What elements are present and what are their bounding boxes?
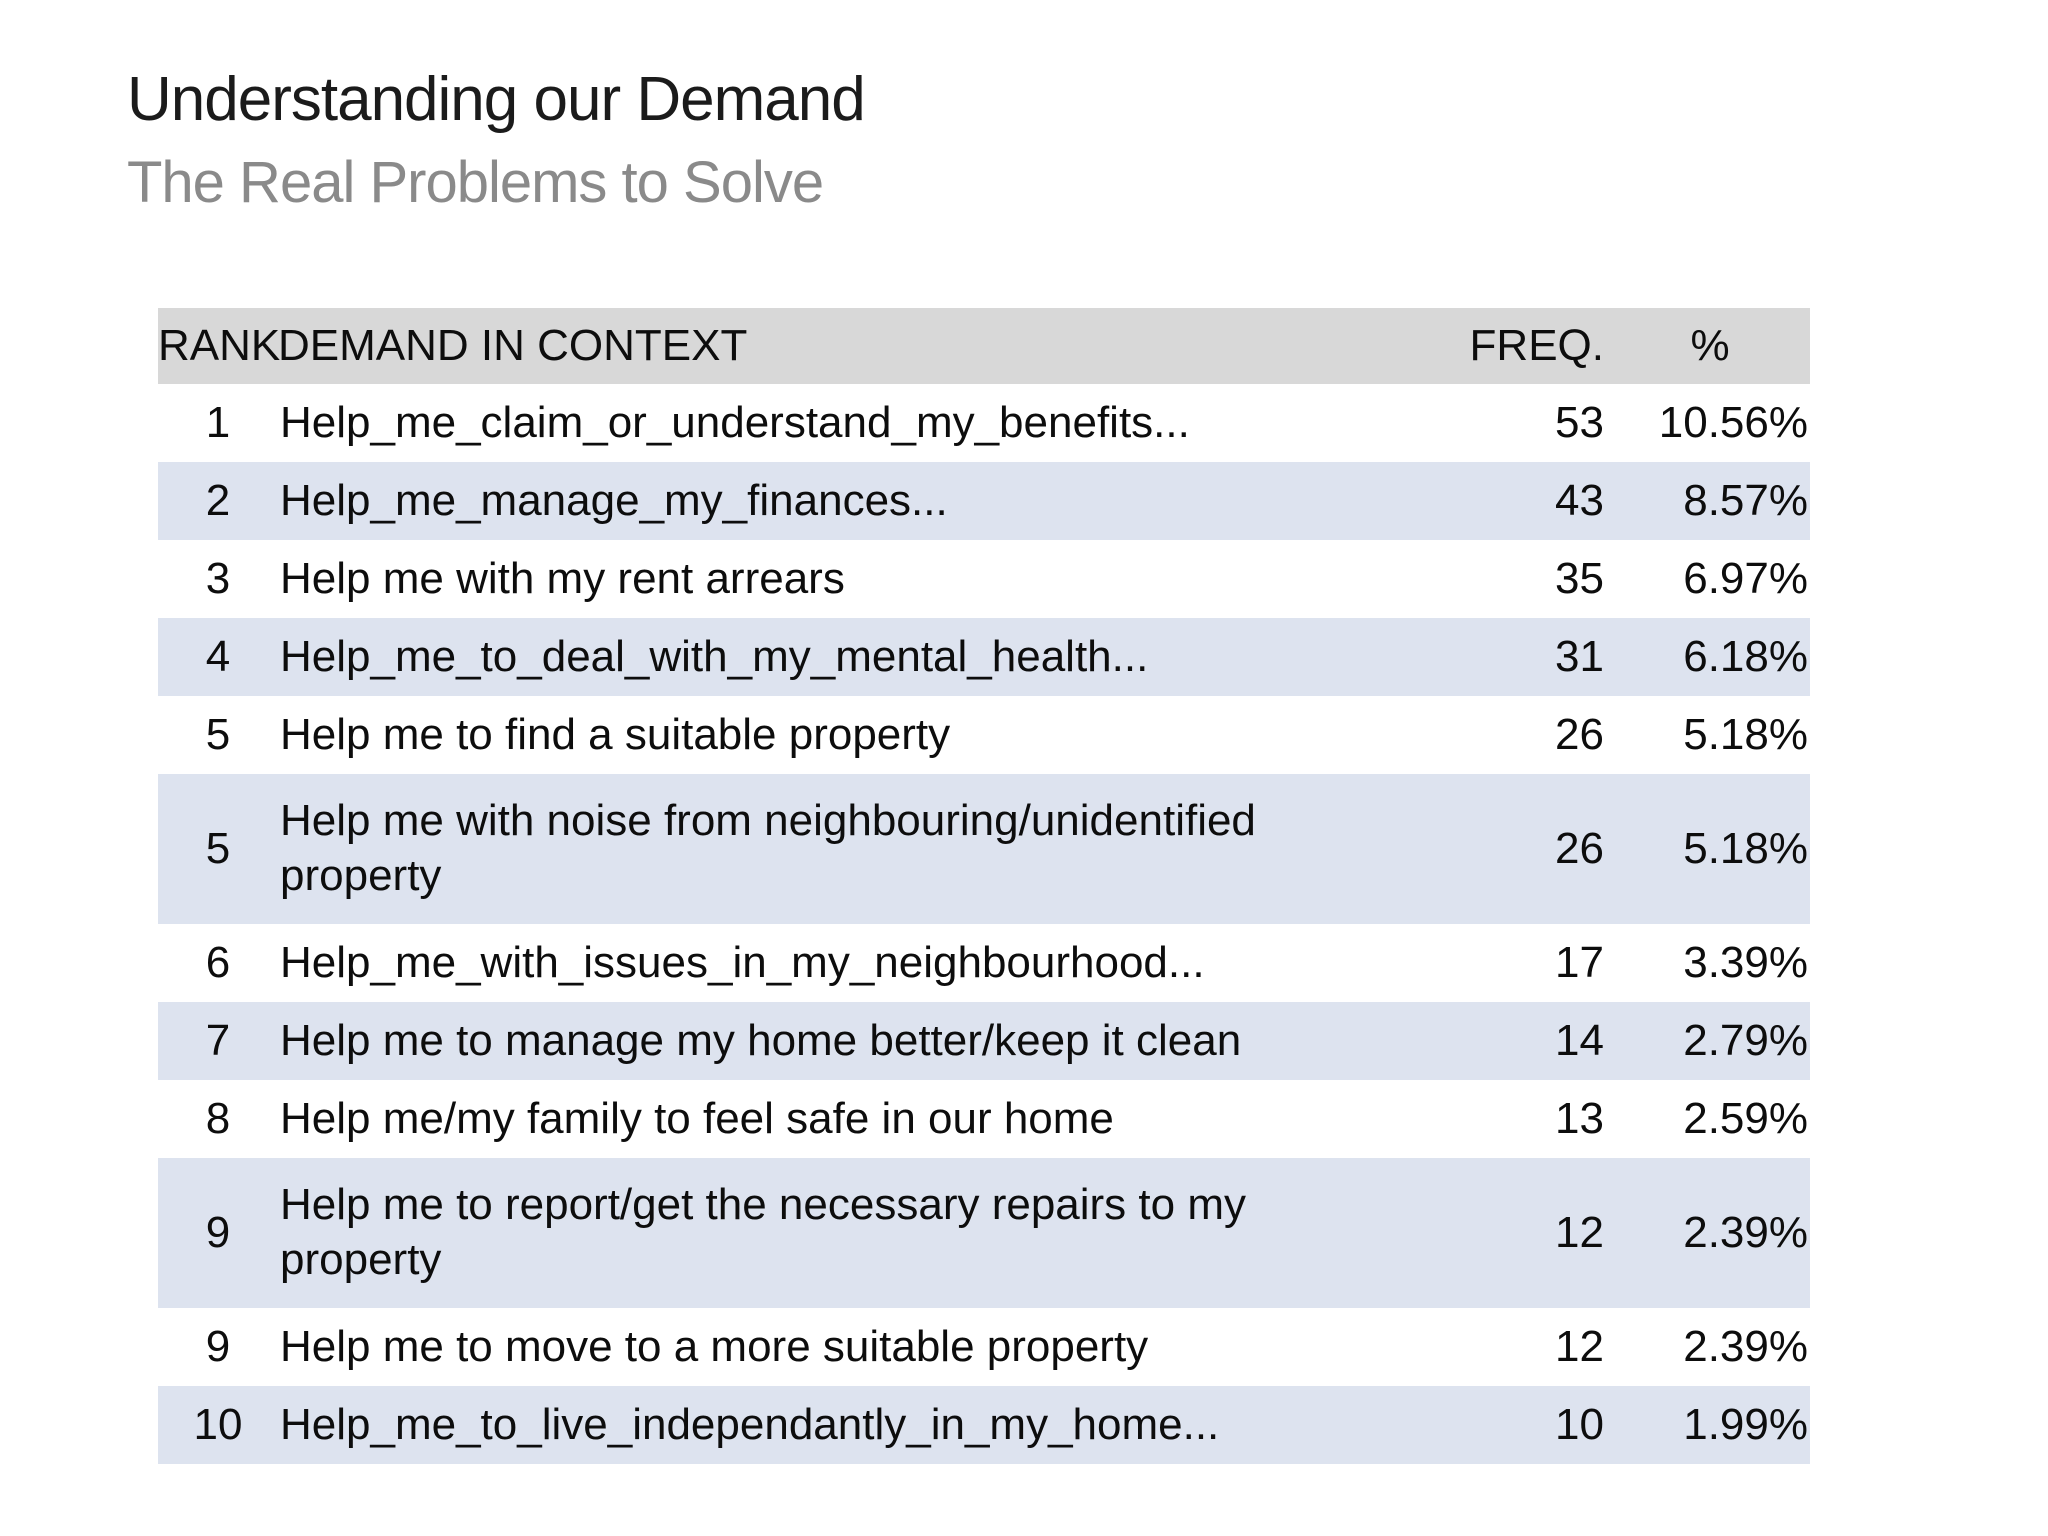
rank-cell: 8 xyxy=(205,1094,231,1143)
freq-cell: 43 xyxy=(1555,476,1604,525)
rank-cell: 7 xyxy=(205,1016,231,1065)
pct-cell: 6.18% xyxy=(1683,632,1808,681)
demand-cell: Help me with my rent arrears xyxy=(280,553,845,603)
demand-cell: Help me to report/get the necessary repa… xyxy=(280,1180,1246,1284)
freq-cell: 12 xyxy=(1555,1322,1604,1371)
page-title: Understanding our Demand xyxy=(127,65,866,134)
table-row: 2 Help_me_manage_my_finances... 43 8.57% xyxy=(158,462,1810,540)
table-row: 9 Help me to move to a more suitable prop… xyxy=(158,1308,1810,1386)
rank-cell: 5 xyxy=(205,710,231,759)
freq-cell: 14 xyxy=(1555,1016,1604,1065)
demand-cell: Help me to manage my home better/keep it… xyxy=(280,1015,1242,1065)
pct-cell: 8.57% xyxy=(1683,476,1808,525)
rank-cell: 9 xyxy=(205,1322,231,1371)
demand-cell: Help me with noise from neighbouring/uni… xyxy=(280,796,1256,900)
demand-cell: Help_me_claim_or_understand_my_benefits.… xyxy=(280,397,1190,447)
table-row: 7 Help me to manage my home better/keep i… xyxy=(158,1002,1810,1080)
pct-cell: 2.39% xyxy=(1683,1322,1808,1371)
pct-cell: 5.18% xyxy=(1683,824,1808,873)
rank-cell: 4 xyxy=(205,632,231,681)
freq-cell: 10 xyxy=(1555,1400,1604,1449)
demand-cell: Help me/my family to feel safe in our ho… xyxy=(280,1093,1114,1143)
freq-column-header: FREQ. xyxy=(1469,321,1604,370)
freq-cell: 12 xyxy=(1555,1208,1604,1257)
rank-cell: 5 xyxy=(205,824,231,873)
table-row: 9 Help me to report/get the necessary rep… xyxy=(158,1158,1810,1308)
table-row: 5 Help me with noise from neighbouring/un… xyxy=(158,774,1810,924)
demand-cell: Help me to find a suitable property xyxy=(280,709,951,759)
table-row: 3 Help me with my rent arrears 35 6.97% xyxy=(158,540,1810,618)
pct-cell: 2.79% xyxy=(1683,1016,1808,1065)
freq-cell: 17 xyxy=(1555,938,1604,987)
demand-column-header: DEMAND IN CONTEXT xyxy=(278,321,748,370)
pct-cell: 10.56% xyxy=(1658,398,1808,447)
freq-cell: 53 xyxy=(1555,398,1604,447)
table-row: 8 Help me/my family to feel safe in our h… xyxy=(158,1080,1810,1158)
rank-cell: 2 xyxy=(205,476,231,525)
demand-cell: Help_me_with_issues_in_my_neighbourhood.… xyxy=(280,937,1205,987)
pct-cell: 6.97% xyxy=(1683,554,1808,603)
rank-cell: 10 xyxy=(193,1400,243,1449)
table-row: 1 Help_me_claim_or_understand_my_benefits… xyxy=(158,384,1810,462)
demand-cell: Help_me_to_live_independantly_in_my_home… xyxy=(280,1399,1220,1449)
freq-cell: 13 xyxy=(1555,1094,1604,1143)
pct-cell: 3.39% xyxy=(1683,938,1808,987)
page-subtitle: The Real Problems to Solve xyxy=(127,150,824,215)
rank-cell: 9 xyxy=(205,1208,231,1257)
pct-cell: 1.99% xyxy=(1683,1400,1808,1449)
pct-cell: 5.18% xyxy=(1683,710,1808,759)
pct-column-header: % xyxy=(1690,321,1730,370)
pct-cell: 2.39% xyxy=(1683,1208,1808,1257)
freq-cell: 31 xyxy=(1555,632,1604,681)
freq-cell: 26 xyxy=(1555,710,1604,759)
table-row: 6 Help_me_with_issues_in_my_neighbourhood… xyxy=(158,924,1810,1002)
table-header: RANK DEMAND IN CONTEXT FREQ. % xyxy=(158,308,1810,384)
rank-cell: 6 xyxy=(205,938,231,987)
demand-table: RANK DEMAND IN CONTEXT FREQ. % 1 Help_me_… xyxy=(158,308,1810,1464)
rank-column-header: RANK xyxy=(158,321,281,370)
freq-cell: 35 xyxy=(1555,554,1604,603)
table-row: 5 Help me to find a suitable property 26 5.… xyxy=(158,696,1810,774)
rank-cell: 1 xyxy=(205,398,231,447)
table-body: 1 Help_me_claim_or_understand_my_benefits… xyxy=(158,384,1810,1464)
demand-cell: Help_me_to_deal_with_my_mental_health... xyxy=(280,631,1149,681)
rank-cell: 3 xyxy=(205,554,231,603)
demand-cell: Help me to move to a more suitable prope… xyxy=(280,1321,1149,1371)
freq-cell: 26 xyxy=(1555,824,1604,873)
header-row: RANK DEMAND IN CONTEXT FREQ. % xyxy=(158,308,1810,384)
demand-cell: Help_me_manage_my_finances... xyxy=(280,475,948,525)
table-row: 10 Help_me_to_live_independantly_in_my_ho… xyxy=(158,1386,1810,1464)
pct-cell: 2.59% xyxy=(1683,1094,1808,1143)
table-row: 4 Help_me_to_deal_with_my_mental_health..… xyxy=(158,618,1810,696)
